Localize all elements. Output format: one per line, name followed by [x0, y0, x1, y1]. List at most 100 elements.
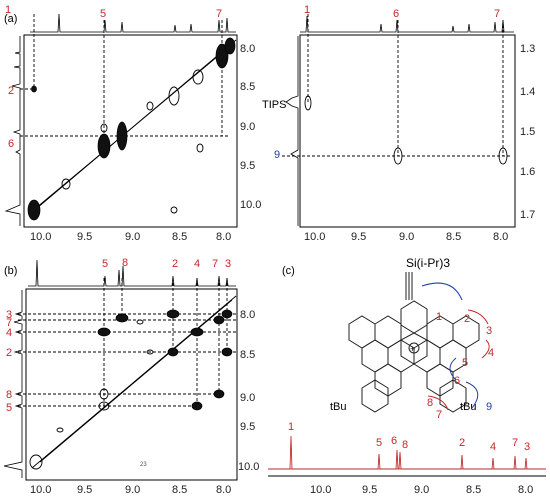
panel-b-small-mark: 23 — [140, 462, 147, 468]
panel-c: (c) Si(i-Pr)3 — [268, 256, 546, 496]
diagonal-ridge — [39, 299, 233, 463]
cross-peak — [115, 313, 129, 323]
panel-a2-top-peak-6: 6 — [393, 8, 399, 20]
ring — [439, 379, 467, 413]
panel-a-ytick: 10.0 — [240, 199, 261, 211]
diagonal-ridge — [31, 295, 237, 469]
cross-peak — [98, 401, 110, 411]
panel-a2: 1 6 7 TIPS 9 10.0 9.5 9.0 8.5 8.0 1.3 1.… — [262, 4, 535, 243]
panel-a-xtick: 10.0 — [30, 231, 51, 243]
cross-peak — [213, 315, 225, 325]
panel-a-xtick: 8.0 — [216, 231, 231, 243]
panel-a2-xtick: 9.0 — [399, 231, 414, 243]
panel-a: (a) 1 5 7 2 6 — [4, 4, 261, 243]
panel-a-xtick: 8.5 — [172, 231, 187, 243]
panel-b-top-peak: 3 — [225, 258, 231, 270]
panel-c-label: (c) — [282, 265, 295, 277]
cross-peak — [221, 347, 233, 357]
panel-b-xtick: 8.5 — [172, 484, 187, 496]
panel-a2-ytick: 1.7 — [520, 209, 535, 221]
panel-b-side-peak: 8 — [6, 389, 12, 401]
tbu-left-label: tBu — [330, 401, 347, 413]
structure-number: 1 — [436, 311, 442, 323]
cation-circle — [408, 342, 420, 354]
cross-peak — [224, 37, 236, 55]
panel-b-top-peak: 7 — [212, 258, 218, 270]
panel-a-ytick: 9.5 — [240, 160, 255, 172]
panel-b-ytick: 9.0 — [240, 392, 255, 404]
structure-number: 2 — [464, 313, 470, 325]
cross-peak — [97, 133, 111, 159]
panel-a2-ytick: 1.4 — [520, 86, 535, 98]
panel-a2-top-peak-7: 7 — [494, 8, 500, 20]
cross-peak — [116, 121, 128, 151]
tbu-right-label: tBu — [460, 401, 477, 413]
panel-a-xtick: 9.0 — [125, 231, 140, 243]
cross-peak — [192, 69, 204, 85]
noe-arrow — [467, 309, 489, 325]
panel-b-side-peak: 5 — [6, 402, 12, 414]
noe-arrow — [421, 282, 463, 301]
panel-a-top-peak-1: 1 — [5, 4, 11, 16]
panel-c-xtick: 9.5 — [362, 484, 377, 496]
structure-number: 4 — [488, 347, 494, 359]
panel-b-xtick: 10.0 — [30, 484, 51, 496]
panel-c-xtick: 10.0 — [310, 484, 331, 496]
aromatic-rings — [348, 300, 480, 413]
panel-b-side-peak: 3 — [6, 309, 12, 321]
structure-number: 8 — [427, 397, 433, 409]
panel-b-frame — [25, 288, 238, 481]
noe-arrow — [481, 339, 490, 359]
panel-b-top-peak: 8 — [122, 257, 128, 269]
cross-peak — [100, 123, 108, 133]
panel-a2-tips-label: TIPS — [262, 99, 286, 111]
cross-peak — [304, 95, 312, 111]
structure-number: 3 — [486, 325, 492, 337]
panel-b-top-peak: 4 — [194, 258, 200, 270]
panel-c-peak: 1 — [288, 421, 294, 433]
panel-a-frame — [23, 34, 238, 228]
panel-a2-side-spectrum — [285, 36, 299, 226]
structure-number-9: 9 — [486, 401, 492, 413]
cross-peak — [29, 454, 43, 470]
panel-c-peak: 6 — [391, 435, 397, 447]
noe-arrow — [427, 395, 449, 411]
panel-a2-xtick: 8.5 — [446, 231, 461, 243]
panel-a-side-peak-2: 2 — [8, 85, 14, 97]
panel-c-peak: 8 — [402, 439, 408, 451]
cross-peak — [498, 147, 508, 165]
cross-peak — [56, 427, 64, 433]
cross-peak — [166, 309, 180, 319]
ring — [361, 379, 389, 413]
panel-b-label: (b) — [4, 265, 17, 277]
cross-peak — [221, 309, 233, 319]
panel-a-top-peak-5: 5 — [100, 8, 106, 20]
cross-peak — [99, 388, 109, 400]
panel-a2-frame — [299, 34, 516, 228]
cross-peak — [393, 147, 403, 165]
panel-b-side-peak: 2 — [6, 347, 12, 359]
cation-charge: + — [410, 344, 415, 354]
ring — [400, 300, 428, 334]
panel-c-peak: 4 — [490, 441, 496, 453]
panel-a-label: (a) — [4, 13, 17, 25]
panel-a2-side-peak-9: 9 — [274, 149, 280, 161]
ring — [361, 339, 389, 373]
panel-c-xtick: 8.0 — [518, 484, 533, 496]
panel-b-ytick: 10.0 — [238, 461, 259, 473]
cross-peak — [168, 86, 180, 106]
panel-b-ytick: 8.5 — [240, 349, 255, 361]
panel-b-side-spectrum — [3, 290, 23, 478]
panel-a2-xtick: 10.0 — [304, 231, 325, 243]
panel-c-xtick: 8.5 — [466, 484, 481, 496]
panel-b-xtick: 9.5 — [77, 484, 92, 496]
noe-arrow — [465, 381, 479, 409]
panel-b-xtick: 8.0 — [216, 484, 231, 496]
ring — [374, 315, 402, 349]
panel-c-peak: 3 — [524, 441, 530, 453]
panel-b-contours — [29, 295, 237, 470]
structure-number: 6 — [454, 375, 460, 387]
noe-arrow — [449, 357, 457, 381]
cross-peak — [97, 327, 111, 337]
panel-c-spectrum — [268, 435, 546, 470]
